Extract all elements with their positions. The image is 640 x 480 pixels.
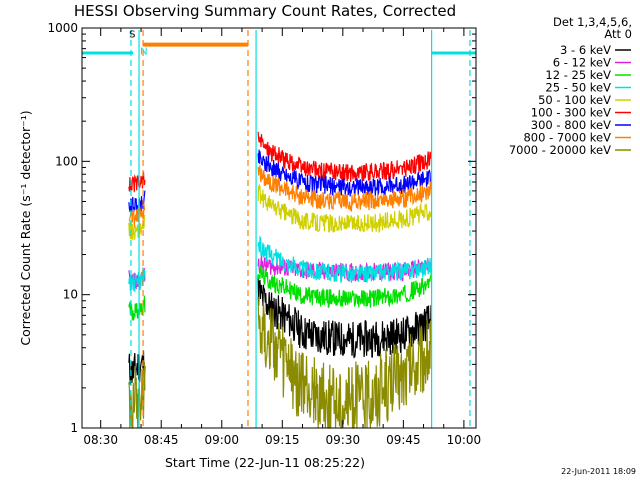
series-800-7000-keV — [128, 164, 432, 228]
legend-label-4: 25 - 50 keV — [545, 81, 611, 95]
y-tick-label-1000: 1000 — [47, 21, 78, 35]
series-3-6-keV — [128, 275, 432, 385]
legend-label-8: 800 - 7000 keV — [523, 131, 611, 145]
legend-label-2: 6 - 12 keV — [553, 56, 611, 70]
legend-label-1: 3 - 6 keV — [560, 43, 611, 57]
x-axis-label: Start Time (22-Jun-11 08:25:22) — [165, 455, 365, 470]
x-tick-label-0845: 08:45 — [144, 433, 179, 447]
legend-label-3: 12 - 25 keV — [545, 68, 611, 82]
series-25-50-keV — [128, 235, 432, 292]
series-line-1-segment-1 — [128, 350, 146, 385]
series-7000-20000-keV — [128, 296, 432, 430]
y-tick-label-10: 10 — [63, 288, 78, 302]
series-line-1-segment-2 — [257, 275, 432, 359]
series-50-100-keV — [128, 183, 432, 241]
chart-title: HESSI Observing Summary Count Rates, Cor… — [74, 2, 456, 20]
y-axis-label: Corrected Count Rate (s⁻¹ detector⁻¹) — [18, 110, 33, 345]
series-line-8-segment-2 — [257, 164, 432, 213]
series-line-3-segment-2 — [257, 265, 432, 308]
series-100-300-keV — [128, 131, 432, 193]
series-line-9-segment-1 — [128, 361, 146, 429]
series-line-4-segment-1 — [128, 267, 146, 292]
axes: 1 10 100 1000 08:30 08:45 09:00 09:15 09:30 09:45… — [47, 21, 481, 447]
series-line-4-segment-2 — [257, 235, 432, 283]
series-line-5-segment-2 — [257, 183, 432, 234]
x-tick-label-0930: 09:30 — [326, 433, 361, 447]
legend-label-7: 300 - 800 keV — [531, 118, 611, 132]
series-line-8-segment-1 — [128, 204, 146, 228]
series-line-5-segment-1 — [128, 214, 146, 241]
legend-label-6: 100 - 300 keV — [531, 106, 611, 120]
series-line-2-segment-2 — [257, 255, 432, 283]
y-tick-label-100: 100 — [55, 154, 78, 168]
series-12-25-keV — [128, 265, 432, 322]
x-tick-label-0900: 09:00 — [204, 433, 239, 447]
plot-area: SN — [82, 30, 476, 430]
footer-timestamp: 22-Jun-2011 18:09 — [561, 467, 636, 476]
series-line-9-segment-2 — [257, 296, 432, 430]
legend-header-line-2: Att 0 — [604, 27, 632, 41]
saa-label: S — [129, 30, 135, 41]
series-line-3-segment-1 — [128, 295, 146, 322]
series-line-7-segment-1 — [128, 190, 146, 215]
night-label: N — [140, 47, 147, 58]
x-tick-label-0915: 09:15 — [265, 433, 300, 447]
x-tick-label-0830: 08:30 — [83, 433, 118, 447]
legend-label-9: 7000 - 20000 keV — [509, 143, 611, 157]
plot-frame — [81, 27, 477, 429]
y-tick-label-1: 1 — [70, 421, 78, 435]
x-tick-label-1000: 10:00 — [447, 433, 482, 447]
legend-header-line-1: Det 1,3,4,5,6, — [553, 15, 632, 29]
series-line-6-segment-1 — [128, 171, 146, 193]
legend-label-5: 50 - 100 keV — [538, 93, 611, 107]
x-tick-label-0945: 09:45 — [386, 433, 421, 447]
series-line-6-segment-2 — [257, 131, 432, 183]
